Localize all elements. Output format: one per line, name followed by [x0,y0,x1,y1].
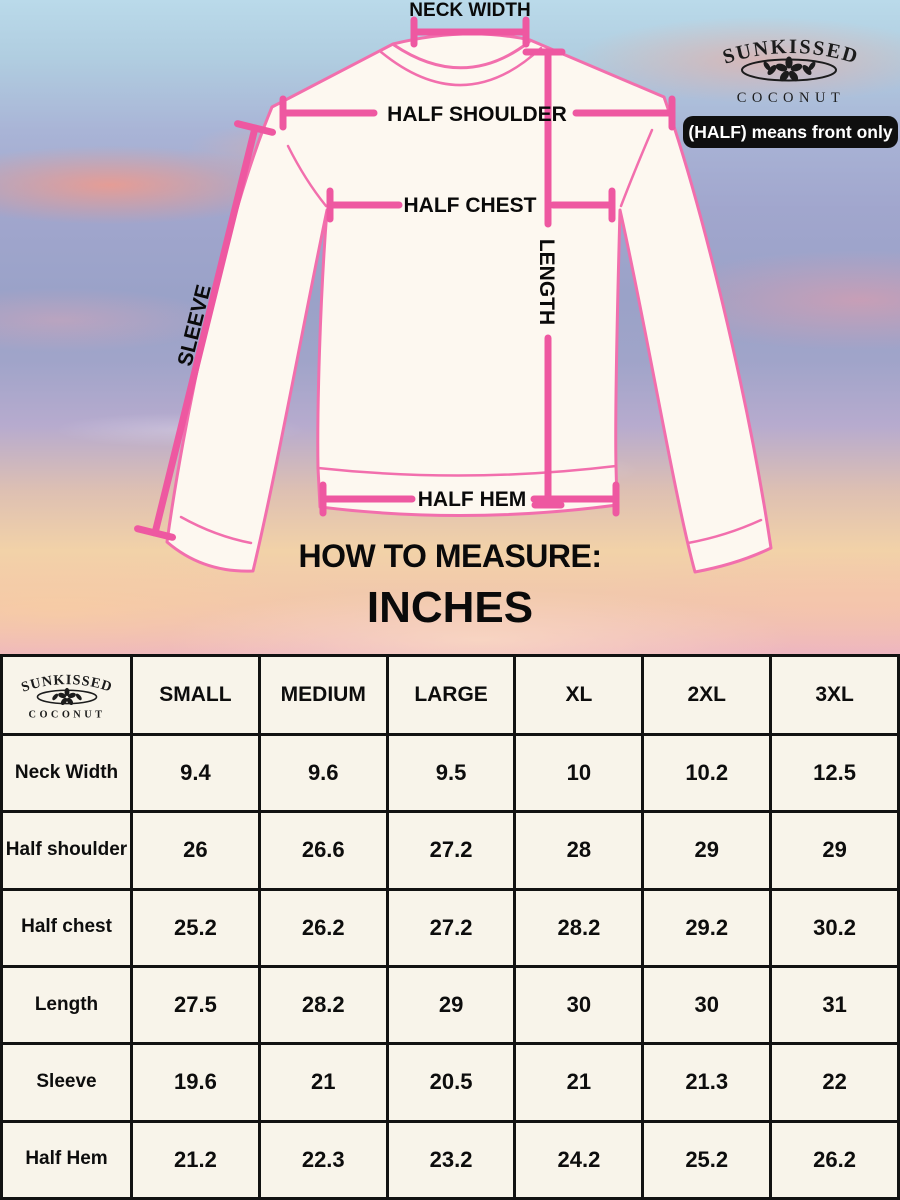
half-note-badge: (HALF) means front only [683,116,898,148]
row-label: Sleeve [0,1042,133,1123]
svg-text:SUNKISSED: SUNKISSED [19,672,114,696]
cell-value: 25.2 [130,887,261,968]
cell-value: 30 [641,964,773,1046]
table-brand-name-bottom: COCONUT [28,710,105,721]
cell-value: 22.3 [257,1119,389,1200]
size-column-medium: MEDIUM [257,654,389,736]
table-row-half-shoulder: Half shoulder 26 26.6 27.2 28 29 29 [0,810,900,891]
collar-inner-line [392,40,531,70]
row-label: Length [0,964,133,1046]
row-label: Half shoulder [0,810,133,891]
cell-value: 25.2 [641,1119,773,1200]
cell-value: 21.2 [130,1119,261,1200]
cell-value: 9.5 [385,732,517,814]
row-label: Neck Width [0,732,133,814]
table-row-half-chest: Half chest 25.2 26.2 27.2 28.2 29.2 30.2 [0,887,900,968]
units-title: INCHES [366,583,534,632]
half-shoulder-label: HALF SHOULDER [387,103,567,126]
collar-seam-line [379,46,543,87]
cell-value: 12.5 [769,732,900,814]
left-cuff-seam [179,515,253,545]
cell-value: 26.6 [257,810,389,891]
cell-value: 26.2 [769,1119,900,1200]
cell-value: 27.2 [385,887,517,968]
row-label: Half chest [0,887,133,968]
sleeve-cap-bottom [134,525,176,541]
size-column-3xl: 3XL [769,654,900,736]
brand-logo: SUNKISSED COCONUT [688,20,894,112]
cell-value: 30 [513,964,645,1046]
cell-value: 30.2 [769,887,900,968]
measurement-lines [134,16,676,541]
right-cuff-seam [686,518,763,545]
size-column-small: SMALL [130,654,261,736]
size-column-2xl: 2XL [641,654,773,736]
cell-value: 29 [641,810,773,891]
table-surfboard-hibiscus-icon [36,687,97,705]
brand-name-bottom: COCONUT [737,90,846,106]
sleeve-line [151,124,259,537]
cell-value: 27.2 [385,810,517,891]
table-brand-name-top: SUNKISSED [19,672,113,696]
sleeve-cap-top [234,120,276,136]
hem-band-seam [316,464,618,477]
table-brand-logo: SUNKISSED [19,672,114,721]
surfboard-hibiscus-icon [741,56,837,82]
cell-value: 9.4 [130,732,261,814]
cell-value: 31 [769,964,900,1046]
cell-value: 10.2 [641,732,773,814]
sweatshirt-outline [165,32,773,574]
half-hem-label: HALF HEM [418,488,527,511]
size-column-large: LARGE [385,654,517,736]
table-row-length: Length 27.5 28.2 29 30 30 31 [0,964,900,1046]
cell-value: 29.2 [641,887,773,968]
cell-value: 22 [769,1042,900,1123]
cell-value: 29 [385,964,517,1046]
table-brand-logo-cell: SUNKISSED [0,654,133,736]
sweatshirt-illustration [165,32,773,574]
row-label: Half Hem [0,1119,133,1200]
cell-value: 23.2 [385,1119,517,1200]
table-row-neck-width: Neck Width 9.4 9.6 9.5 10 10.2 12.5 [0,732,900,814]
cell-value: 26.2 [257,887,389,968]
cell-value: 29 [769,810,900,891]
cell-value: 10 [513,732,645,814]
cell-value: 26 [130,810,261,891]
size-table: SUNKISSED [0,654,900,1200]
cell-value: 28.2 [257,964,389,1046]
half-chest-label: HALF CHEST [404,194,537,217]
cell-value: 9.6 [257,732,389,814]
cell-value: 21.3 [641,1042,773,1123]
cell-value: 24.2 [513,1119,645,1200]
measurement-diagram: NECK WIDTH HALF SHOULDER HALF CHEST LENG… [134,0,773,574]
left-sleeve-seam [286,144,328,208]
neck-width-label: NECK WIDTH [409,0,530,21]
cell-value: 27.5 [130,964,261,1046]
cell-value: 21 [257,1042,389,1123]
size-table-header-row: SUNKISSED [0,654,900,736]
cell-value: 19.6 [130,1042,261,1123]
cell-value: 21 [513,1042,645,1123]
table-row-half-hem: Half Hem 21.2 22.3 23.2 24.2 25.2 26.2 [0,1119,900,1200]
cell-value: 20.5 [385,1042,517,1123]
size-column-xl: XL [513,654,645,736]
cell-value: 28 [513,810,645,891]
length-label: LENGTH [535,239,558,325]
table-row-sleeve: Sleeve 19.6 21 20.5 21 21.3 22 [0,1042,900,1123]
cell-value: 28.2 [513,887,645,968]
right-sleeve-seam [619,128,654,208]
how-to-measure-title: HOW TO MEASURE: [298,538,602,574]
